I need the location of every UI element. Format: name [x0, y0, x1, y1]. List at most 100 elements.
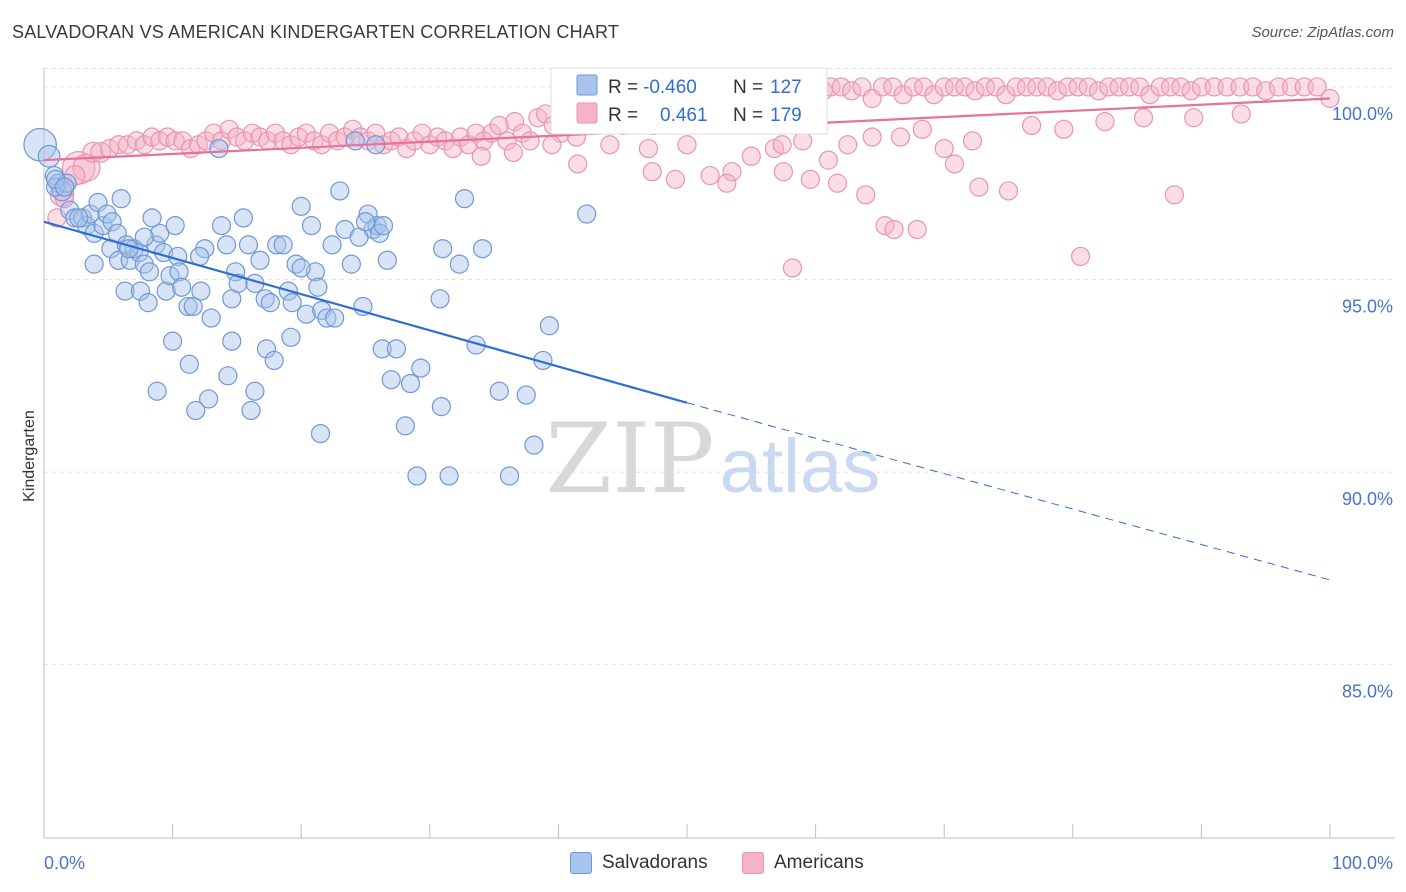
y-tick-labels: 85.0% 90.0% 95.0% 100.0%: [1332, 104, 1393, 702]
american-point: [134, 135, 154, 155]
american-point: [173, 131, 193, 151]
salvadoran-point: [372, 339, 392, 359]
salvadoran-point: [179, 354, 199, 374]
salvadoran-point: [218, 366, 238, 386]
american-point: [1160, 77, 1181, 97]
salvadoran-point: [250, 250, 270, 270]
y-tick-label: 95.0%: [1342, 297, 1393, 317]
legend-label-americans: Americans: [774, 852, 864, 873]
salvadoran-point: [241, 400, 261, 421]
salvadoran-point: [386, 339, 406, 359]
salvadoran-point: [367, 216, 387, 236]
legend-swatch-salvadorans: [576, 74, 598, 96]
american-point: [884, 219, 904, 240]
salvadoran-point: [355, 212, 376, 232]
salvadoran-point: [322, 235, 342, 255]
salvadoran-point: [577, 204, 597, 224]
salvadoran-point: [341, 254, 361, 274]
salvadoran-point: [310, 423, 331, 444]
salvadoran-point: [377, 250, 397, 270]
american-point: [1164, 185, 1184, 205]
salvadoran-point: [199, 389, 219, 409]
salvadoran-point: [201, 308, 221, 328]
salvadoran-point: [381, 370, 401, 390]
american-point: [934, 77, 954, 97]
salvadoran-point: [296, 304, 316, 324]
watermark-zip: ZIP: [545, 403, 714, 515]
legend-r-label-2: R =: [608, 105, 638, 126]
x-tick-label-max: 100.0%: [1332, 853, 1393, 873]
american-point: [722, 162, 742, 182]
american-point: [542, 135, 562, 155]
y-tick-label: 100.0%: [1332, 104, 1393, 124]
american-point: [389, 127, 409, 147]
american-point: [265, 123, 286, 143]
grid-lines: [44, 67, 1395, 666]
american-point: [474, 131, 494, 151]
american-point: [466, 123, 486, 143]
salvadoran-point: [183, 296, 203, 317]
american-point: [312, 135, 332, 155]
salvadoran-point: [395, 416, 415, 436]
american-point: [505, 112, 525, 132]
american-point: [962, 131, 983, 151]
american-point: [1130, 77, 1150, 97]
american-point: [772, 135, 792, 155]
legend-item-salvadorans[interactable]: Salvadorans: [570, 852, 708, 874]
american-point: [1171, 77, 1191, 97]
salvadoran-point: [119, 239, 139, 259]
american-point: [520, 131, 540, 151]
american-point: [818, 150, 839, 170]
american-point: [1231, 104, 1251, 124]
american-point: [856, 185, 876, 205]
salvadoran-point: [255, 289, 275, 309]
salvadoran-point: [301, 216, 322, 236]
salvadoran-point: [539, 316, 559, 336]
salvadoran-point: [228, 273, 248, 293]
legend-item-americans[interactable]: Americans: [742, 852, 864, 874]
american-point: [1006, 77, 1026, 97]
salvadoran-point: [256, 339, 277, 359]
american-point: [489, 115, 509, 136]
salvadoran-point: [499, 466, 520, 486]
salvadoran-point: [282, 293, 302, 313]
american-point: [1027, 77, 1047, 97]
american-point: [1150, 77, 1170, 97]
chart-title: SALVADORAN VS AMERICAN KINDERGARTEN CORR…: [12, 22, 620, 42]
american-point: [1095, 112, 1115, 132]
american-point: [211, 131, 232, 151]
american-point: [1184, 108, 1204, 128]
american-point: [1016, 77, 1037, 97]
american-point: [998, 181, 1019, 201]
american-point: [1058, 77, 1078, 97]
salvadorans-trend-line: [43, 220, 688, 404]
salvadoran-point: [472, 239, 493, 259]
american-point: [471, 146, 491, 166]
american-point: [741, 146, 761, 166]
legend-swatch-americans: [576, 102, 598, 124]
american-point: [907, 219, 927, 240]
salvadoran-point: [454, 189, 475, 209]
chart-source: Source: ZipAtlas.com: [1251, 24, 1394, 41]
salvadoran-point: [130, 281, 151, 301]
american-point: [1119, 77, 1139, 97]
american-point: [903, 77, 923, 97]
salvadoran-point: [267, 235, 287, 255]
american-point: [677, 135, 697, 155]
legend-n-label-1: N =: [733, 77, 763, 98]
american-point: [366, 123, 386, 143]
legend-r-value-2: 0.461: [660, 105, 708, 126]
salvadoran-point: [400, 373, 421, 394]
salvadoran-point: [217, 235, 237, 255]
american-point: [1088, 81, 1109, 101]
salvadoran-point: [449, 254, 469, 274]
salvadoran-point: [150, 223, 170, 243]
salvadoran-point: [111, 189, 131, 209]
american-point: [497, 131, 517, 151]
salvadoran-point: [138, 293, 158, 313]
salvadoran-point: [23, 127, 57, 162]
salvadoran-point: [431, 397, 451, 417]
salvadoran-point: [411, 358, 431, 378]
y-tick-label: 85.0%: [1342, 682, 1393, 702]
american-point: [1070, 246, 1091, 267]
